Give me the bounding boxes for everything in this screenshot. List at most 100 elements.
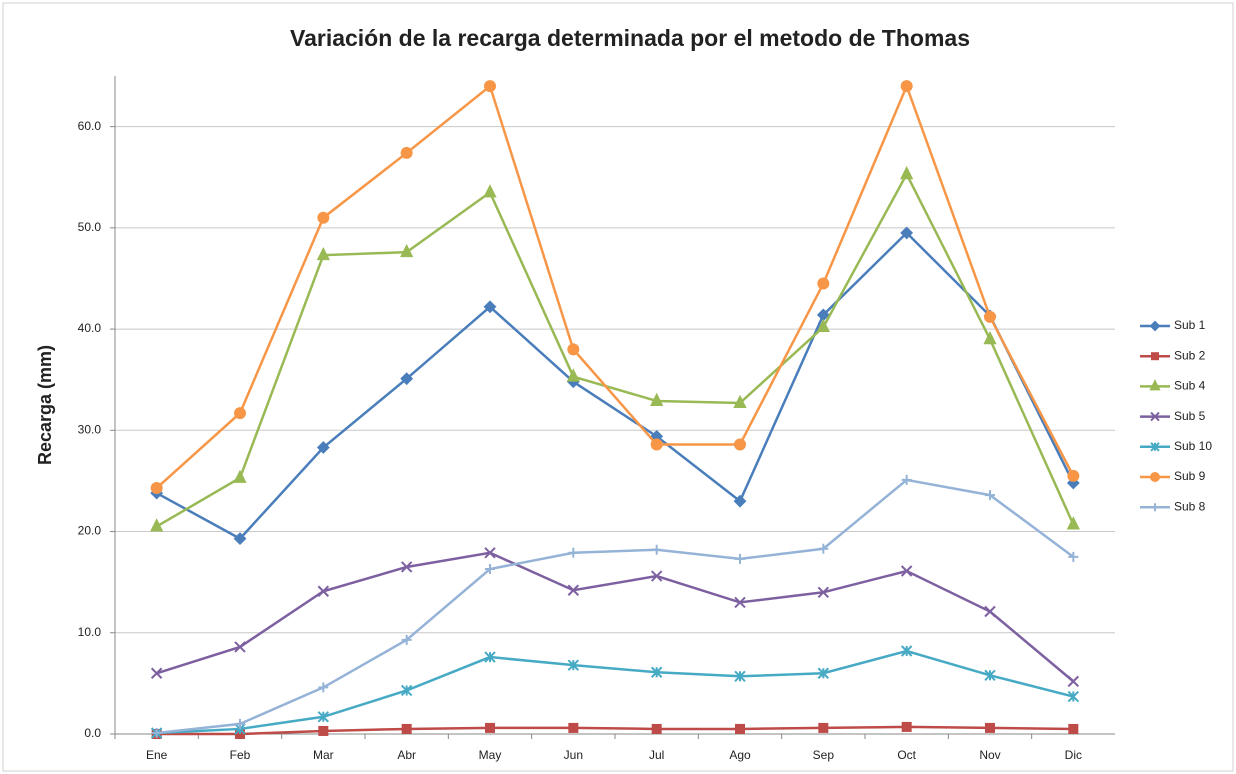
y-tick-label: 20.0: [78, 524, 102, 538]
legend-marker: [1150, 472, 1160, 482]
data-point: [235, 718, 245, 729]
data-point: [485, 722, 495, 733]
data-point: [233, 532, 247, 546]
data-point: [901, 721, 912, 732]
data-point: [984, 605, 996, 618]
series-line: [155, 82, 1075, 489]
data-point: [568, 722, 579, 733]
data-point: [900, 80, 913, 93]
legend-marker: [1149, 379, 1161, 391]
data-point: [234, 407, 246, 420]
legend-marker: [1151, 352, 1159, 361]
data-point: [150, 518, 164, 532]
legend-label: Sub 10: [1174, 439, 1212, 453]
x-tick-label: Jul: [649, 748, 664, 762]
data-point: [733, 494, 747, 508]
data-point: [483, 184, 497, 198]
legend-marker: [1149, 320, 1161, 332]
y-tick-label: 30.0: [78, 422, 102, 436]
data-point: [985, 490, 995, 501]
data-point: [316, 441, 330, 454]
data-point: [818, 722, 829, 733]
legend-label: Sub 8: [1174, 499, 1206, 513]
data-point: [318, 682, 329, 693]
data-point: [400, 243, 414, 258]
legend-marker: [1150, 442, 1160, 452]
data-point: [900, 565, 913, 577]
data-point: [734, 438, 746, 451]
data-point: [401, 723, 412, 734]
data-point: [233, 469, 247, 483]
data-point: [484, 547, 496, 559]
x-tick-label: May: [479, 748, 502, 762]
data-point: [1067, 469, 1080, 482]
data-point: [401, 634, 412, 645]
data-point: [567, 584, 580, 596]
x-tick-label: Sep: [813, 748, 835, 762]
legend-label: Sub 4: [1174, 379, 1206, 393]
x-tick-label: Jun: [564, 748, 583, 762]
x-tick-label: Feb: [230, 748, 251, 762]
data-point: [1067, 690, 1080, 703]
data-point: [901, 474, 912, 485]
data-point: [900, 165, 914, 180]
data-point: [318, 725, 329, 736]
data-point: [317, 711, 330, 723]
data-point: [985, 722, 995, 733]
series-line: [156, 649, 1074, 735]
chart-title: Variación de la recarga determinada por …: [290, 25, 970, 51]
legend-marker: [1150, 411, 1160, 422]
data-point: [735, 723, 745, 734]
legend-marker: [1151, 503, 1159, 512]
series-line: [156, 478, 1075, 735]
data-point: [400, 561, 413, 573]
data-point: [817, 667, 830, 679]
legend-label: Sub 9: [1174, 469, 1206, 483]
data-point: [150, 667, 163, 679]
data-point: [817, 277, 830, 290]
data-point: [900, 645, 913, 657]
data-point: [317, 211, 330, 224]
data-point: [568, 547, 579, 558]
data-point: [484, 80, 496, 93]
data-point: [734, 670, 746, 683]
data-point: [150, 482, 163, 495]
data-point: [151, 727, 162, 738]
data-point: [733, 394, 747, 408]
x-tick-label: Ago: [729, 748, 751, 762]
series-line: [156, 725, 1074, 736]
data-point: [650, 666, 663, 678]
series-line: [156, 171, 1075, 528]
data-point: [1066, 516, 1080, 530]
data-point: [483, 300, 497, 314]
data-point: [735, 553, 745, 564]
y-tick-label: 50.0: [78, 220, 102, 234]
data-point: [400, 684, 413, 697]
data-point: [984, 310, 996, 323]
data-point: [1067, 675, 1080, 688]
data-point: [816, 318, 830, 333]
data-point: [900, 226, 914, 240]
data-point: [566, 368, 580, 382]
y-tick-label: 10.0: [78, 625, 102, 639]
x-tick-label: Mar: [313, 748, 334, 762]
y-tick-label: 40.0: [78, 321, 102, 335]
data-point: [650, 570, 663, 582]
x-tick-label: Ene: [146, 748, 168, 762]
data-point: [484, 651, 496, 663]
data-point: [817, 586, 830, 598]
x-tick-label: Abr: [397, 748, 416, 762]
y-tick-label: 0.0: [84, 726, 101, 740]
data-point: [1068, 723, 1079, 734]
legend-label: Sub 5: [1174, 409, 1206, 423]
data-point: [650, 392, 664, 406]
data-point: [234, 641, 246, 653]
data-point: [485, 563, 495, 574]
x-tick-label: Oct: [897, 748, 916, 762]
data-point: [567, 343, 580, 356]
data-point: [984, 669, 996, 681]
y-tick-label: 60.0: [78, 119, 102, 133]
x-tick-label: Nov: [979, 748, 1000, 762]
